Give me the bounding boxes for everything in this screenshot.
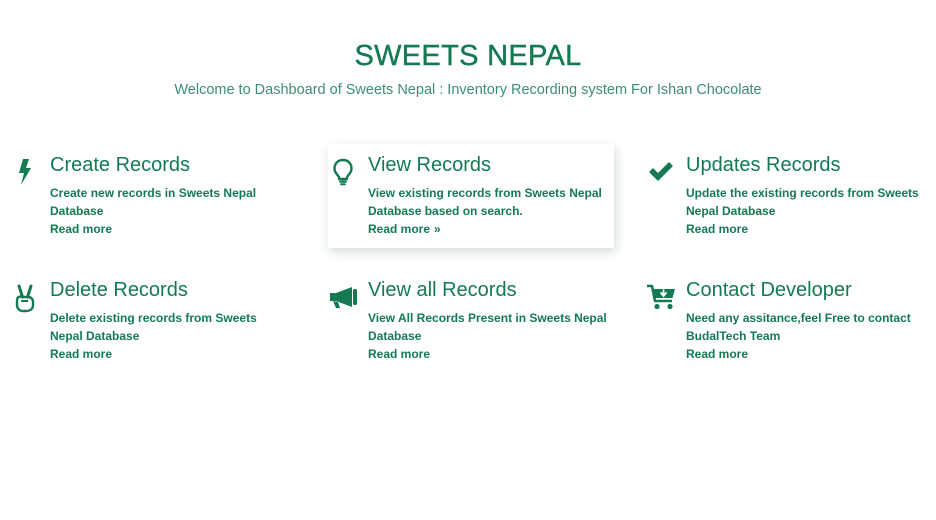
read-more-link[interactable]: Read more [50, 222, 113, 236]
page-title: SWEETS NEPAL [354, 40, 582, 72]
service-card-create-records: Create Records Create new records in Swe… [10, 148, 300, 252]
read-more-link[interactable]: Read more» [368, 222, 441, 236]
card-description: Create new records in Sweets Nepal Datab… [50, 186, 257, 218]
service-card-delete-records: Delete Records Delete existing records f… [10, 273, 300, 377]
card-description: Delete existing records from Sweets Nepa… [50, 311, 257, 343]
card-title[interactable]: Updates Records [686, 154, 841, 176]
card-description: Need any assitance,feel Free to contact … [686, 311, 911, 343]
double-chevron-right-icon: » [434, 222, 441, 236]
card-title[interactable]: Contact Developer [686, 279, 852, 301]
card-title[interactable]: Delete Records [50, 279, 188, 301]
read-more-link[interactable]: Read more [686, 222, 749, 236]
card-description: View All Records Present in Sweets Nepal… [368, 311, 607, 343]
bolt-icon [10, 158, 40, 190]
service-card-view-all-records: View all Records View All Records Presen… [328, 273, 618, 377]
peace-hand-icon [10, 283, 40, 315]
service-card-view-records: View Records View existing records from … [328, 144, 614, 248]
lightbulb-icon [328, 158, 358, 190]
service-card-updates-records: Updates Records Update the existing reco… [646, 148, 936, 252]
checkmark-icon [646, 160, 676, 192]
read-more-link[interactable]: Read more [368, 347, 431, 361]
card-description: View existing records from Sweets Nepal … [368, 186, 602, 218]
card-title[interactable]: View all Records [368, 279, 517, 301]
read-more-link[interactable]: Read more [686, 347, 749, 361]
read-more-link[interactable]: Read more [50, 347, 113, 361]
page-subtitle: Welcome to Dashboard of Sweets Nepal : I… [174, 82, 762, 98]
card-description: Update the existing records from Sweets … [686, 186, 919, 218]
card-title[interactable]: View Records [368, 154, 492, 176]
service-card-contact-developer: Contact Developer Need any assitance,fee… [646, 273, 936, 377]
cart-download-icon [646, 283, 678, 315]
card-title[interactable]: Create Records [50, 154, 191, 176]
megaphone-icon [328, 285, 360, 317]
